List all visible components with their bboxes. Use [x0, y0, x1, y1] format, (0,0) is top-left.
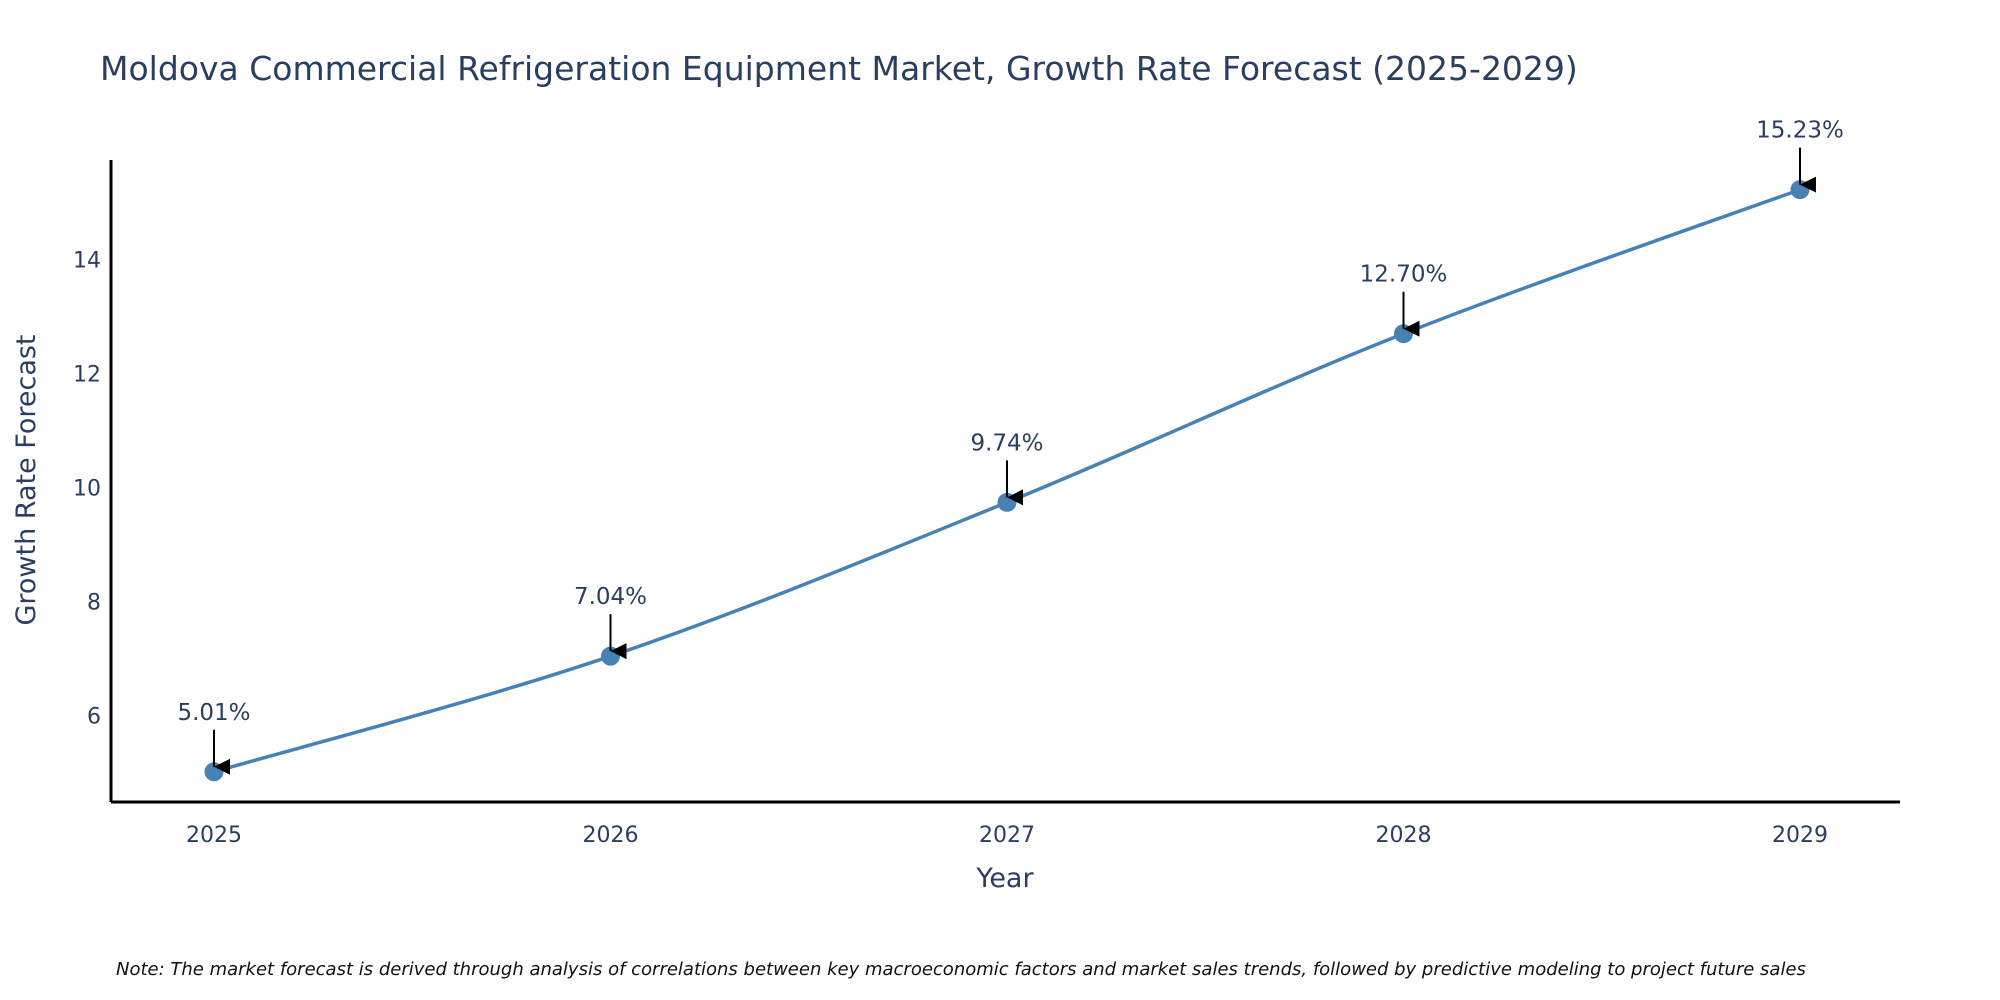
data-label: 7.04%: [574, 584, 647, 610]
x-tick-label: 2026: [583, 823, 639, 848]
data-label: 12.70%: [1360, 262, 1448, 288]
y-tick-label: 10: [73, 477, 101, 502]
data-label: 9.74%: [970, 430, 1043, 456]
x-tick-label: 2029: [1772, 823, 1828, 848]
y-axis-title: Growth Rate Forecast: [11, 334, 42, 625]
footnote: Note: The market forecast is derived thr…: [116, 959, 1806, 980]
y-tick-label: 14: [73, 249, 101, 274]
x-tick-label: 2027: [979, 823, 1035, 848]
x-axis-title: Year: [975, 863, 1034, 894]
y-tick-label: 12: [73, 363, 101, 388]
data-label: 5.01%: [177, 700, 250, 726]
x-tick-label: 2025: [186, 823, 242, 848]
data-label: 15.23%: [1756, 118, 1844, 144]
x-tick-label: 2028: [1376, 823, 1432, 848]
chart-title: Moldova Commercial Refrigeration Equipme…: [100, 49, 1578, 88]
y-tick-label: 6: [87, 704, 101, 729]
y-tick-label: 8: [87, 590, 101, 615]
plot-area: 6 8 10 12 14 2025 2026 2027 2028 2029 5.01% 7.04% 9.…: [73, 118, 1900, 848]
